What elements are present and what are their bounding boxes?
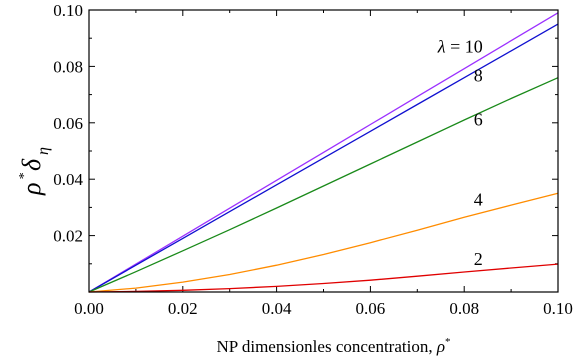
- y-title-rho: ρ: [17, 183, 46, 196]
- series-line-1: [88, 12, 559, 293]
- y-title-star: *: [17, 173, 32, 180]
- y-tick-labels: 0.02 0.04 0.06 0.08 0.10: [53, 1, 83, 246]
- series-lines: [88, 12, 559, 293]
- series-labels: λ = 10 8 6 4 2: [437, 36, 483, 269]
- y-tick-label: 0.10: [53, 1, 83, 20]
- series-label-2: 8: [474, 66, 483, 86]
- y-tick-label: 0.02: [53, 227, 83, 246]
- y-title-delta: δ: [17, 158, 46, 171]
- series-line-2: [88, 23, 559, 293]
- series-label-1: λ = 10: [437, 36, 483, 56]
- series-line-4: [88, 192, 559, 293]
- x-tick-label: 0.10: [543, 299, 573, 318]
- y-tick-label: 0.04: [53, 170, 83, 189]
- plot-frame: [88, 9, 559, 293]
- x-tick-label: 0.06: [356, 299, 386, 318]
- series-line-3: [88, 77, 559, 293]
- y-tick-label: 0.08: [53, 57, 83, 76]
- x-tick-label: 0.02: [168, 299, 198, 318]
- y-title-eta: η: [35, 147, 52, 155]
- x-tick-label: 0.04: [262, 299, 292, 318]
- series-label-4: 4: [474, 190, 483, 210]
- x-tick-labels: 0.00 0.02 0.04 0.06 0.08 0.10: [74, 299, 573, 318]
- x-axis-title: NP dimensionles concentration, ρ*: [217, 336, 451, 356]
- y-axis-title: ρ * δ η: [17, 147, 52, 196]
- series-label-3: 6: [474, 110, 483, 130]
- x-tick-label: 0.00: [74, 299, 104, 318]
- series-label-5: 2: [474, 249, 483, 269]
- x-tick-label: 0.08: [449, 299, 479, 318]
- y-tick-label: 0.06: [53, 114, 83, 133]
- series-line-5: [88, 263, 559, 293]
